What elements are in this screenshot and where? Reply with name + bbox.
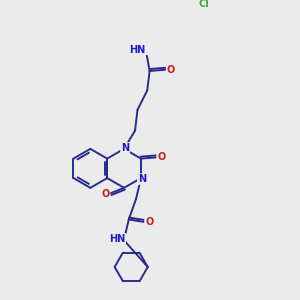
Text: N: N bbox=[121, 143, 129, 153]
Text: HN: HN bbox=[129, 45, 146, 55]
Text: O: O bbox=[167, 65, 175, 75]
Text: O: O bbox=[157, 152, 166, 162]
Text: N: N bbox=[138, 174, 146, 184]
Text: O: O bbox=[145, 217, 153, 227]
Text: O: O bbox=[101, 189, 110, 199]
Text: HN: HN bbox=[109, 234, 125, 244]
Text: Cl: Cl bbox=[199, 0, 209, 9]
